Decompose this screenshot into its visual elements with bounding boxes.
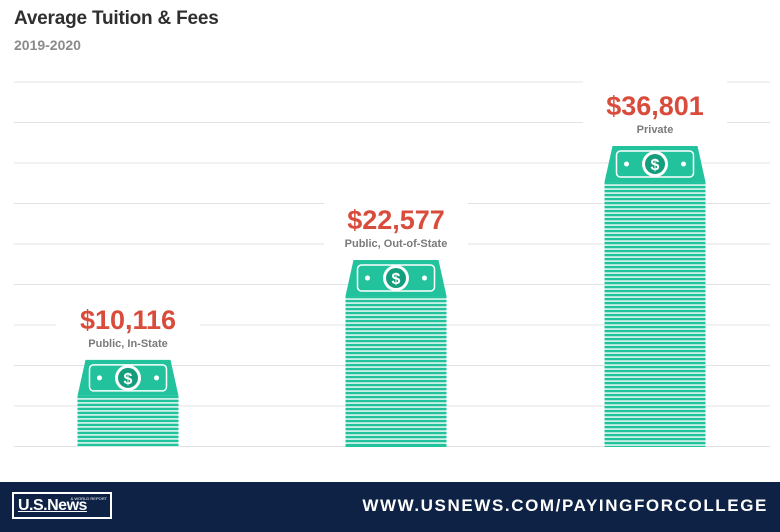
dollar-coin-inner	[645, 154, 665, 175]
bill-dot	[624, 161, 629, 167]
chart-title: Average Tuition & Fees	[14, 8, 219, 29]
bar-category-label: Private	[637, 124, 674, 136]
label-backdrop	[324, 193, 468, 252]
bar-value-label: $10,116	[80, 305, 176, 335]
bar-value-label: $22,577	[347, 205, 445, 235]
bar-category-label: Public, Out-of-State	[345, 238, 448, 250]
usnews-logo[interactable]: U.S.News & WORLD REPORT	[12, 492, 112, 519]
label-backdrop	[56, 292, 200, 351]
bill-dot	[154, 375, 159, 381]
dollar-sign-icon: $	[124, 371, 133, 388]
footer-bar: U.S.News & WORLD REPORT WWW.USNEWS.COM/P…	[0, 482, 780, 532]
bill-dot	[422, 275, 427, 281]
bar-category-label: Public, In-State	[88, 338, 167, 350]
bill-dot	[365, 275, 370, 281]
dollar-coin-inner	[386, 268, 406, 289]
logo-text: U.S.News	[18, 496, 87, 514]
bar-body	[604, 182, 706, 447]
dollar-sign-icon: $	[392, 271, 401, 288]
bar-value-label: $36,801	[606, 91, 704, 121]
bill-dot	[681, 161, 686, 167]
dollar-sign-icon: $	[651, 157, 660, 174]
dollar-coin-inner	[118, 367, 138, 388]
chart-header: Average Tuition & Fees 2019-2020	[14, 8, 219, 53]
bill-dot	[97, 375, 102, 381]
logo-tagline: & WORLD REPORT	[70, 496, 107, 501]
chart-subtitle: 2019-2020	[14, 37, 81, 53]
tuition-chart: $ $10,116 Public, In-State $ $22,577 Public, …	[14, 79, 770, 447]
label-backdrop	[583, 79, 727, 138]
footer-url-link[interactable]: WWW.USNEWS.COM/PAYINGFORCOLLEGE	[362, 496, 768, 515]
